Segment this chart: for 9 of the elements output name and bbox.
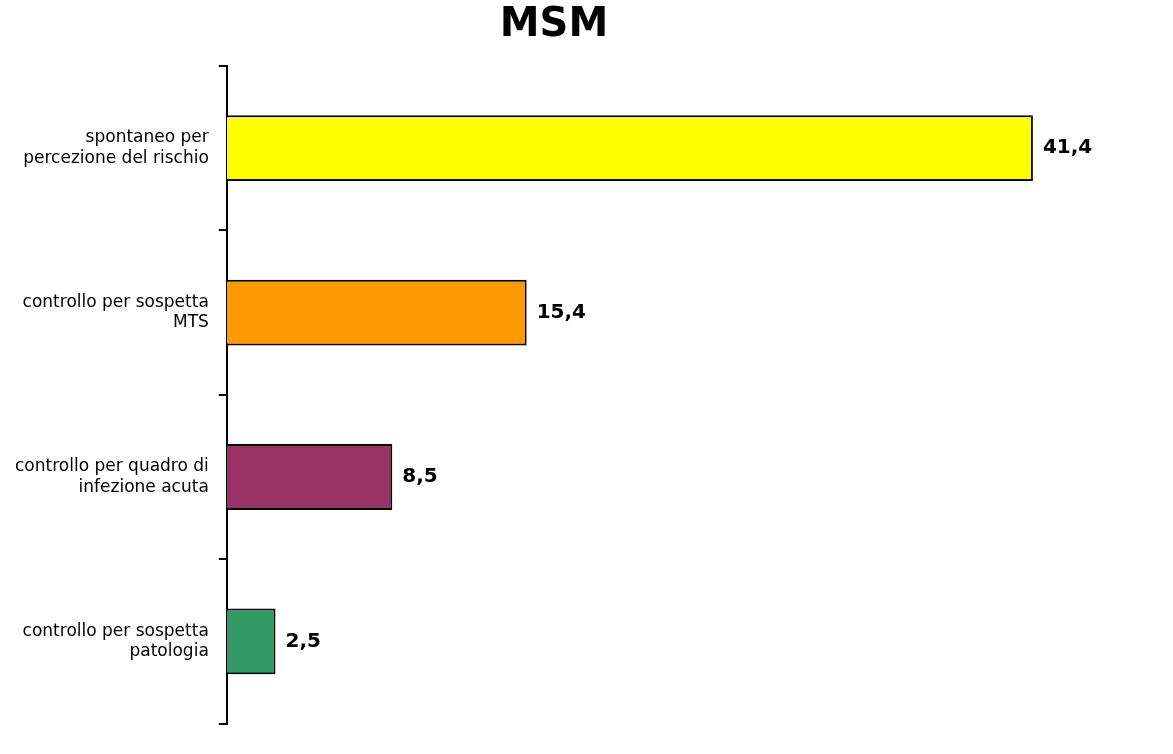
data-label: 8,5 [402,463,438,488]
chart-title: MSM [499,0,609,46]
data-label: 2,5 [285,627,321,652]
y-tick-label: controllo per quadro di infezione acuta [14,455,209,496]
y-tick-label: controllo per sospetta MTS [22,290,209,332]
data-label: 15,4 [536,298,587,323]
y-tick-label: spontaneo per percezione del rischio [23,126,209,167]
data-label: 41,4 [1042,134,1093,159]
y-tick-label: controllo per sospetta patologia [22,619,209,661]
